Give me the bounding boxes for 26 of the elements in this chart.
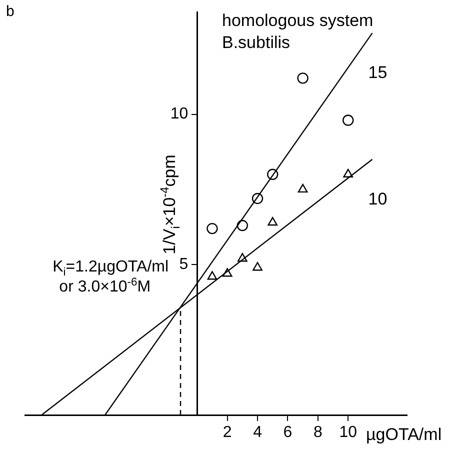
point: [342, 114, 354, 126]
point: [207, 271, 218, 280]
point: [206, 222, 218, 234]
x-axis-title: µgOTA/ml: [366, 425, 442, 444]
x-tick-label: 10: [339, 424, 358, 442]
point: [252, 192, 264, 204]
point: [222, 268, 232, 277]
point: [237, 253, 248, 262]
series-label: 15: [368, 63, 388, 82]
point: [297, 72, 308, 84]
x-tick-label: 2: [222, 424, 232, 442]
x-tick-label: 6: [283, 424, 292, 442]
y-tick-label: 5: [179, 256, 188, 274]
series-label: 10: [368, 189, 388, 208]
x-tick-label: 4: [253, 424, 262, 442]
x-tick-label: 8: [313, 424, 322, 442]
point: [343, 168, 354, 178]
chart-title: homologous system: [222, 11, 374, 30]
y-axis-title: 1/Vi×10-4cpm: [157, 154, 182, 254]
text: B.subtilis: [222, 33, 290, 52]
point: [267, 168, 278, 180]
point: [252, 262, 262, 271]
point: [268, 216, 278, 226]
point: [298, 184, 308, 193]
point: [236, 220, 248, 232]
text: b: [6, 3, 14, 20]
